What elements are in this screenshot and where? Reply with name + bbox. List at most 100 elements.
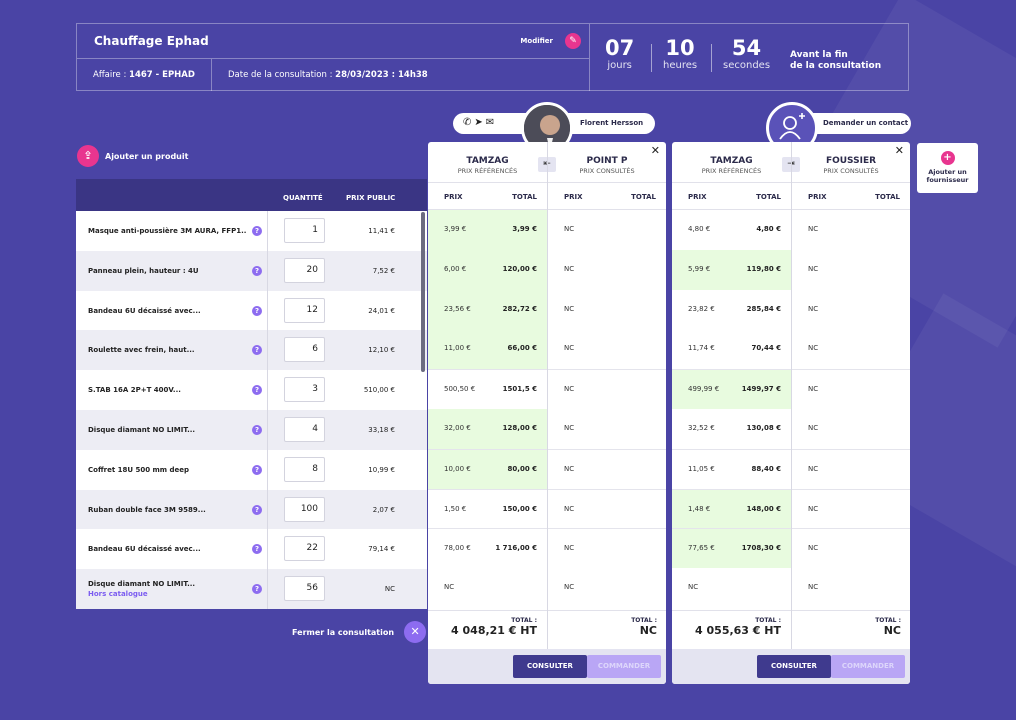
modify-link[interactable]: Modifier: [520, 37, 553, 45]
quantity-input[interactable]: 6: [284, 337, 325, 363]
timer-days-unit: jours: [607, 60, 632, 71]
info-icon[interactable]: ?: [252, 544, 262, 555]
order-button[interactable]: COMMANDER: [587, 655, 661, 678]
quantity-input[interactable]: 12: [284, 297, 325, 323]
quantity-input[interactable]: 3: [284, 377, 325, 403]
supplier-total: TOTAL : NC: [548, 610, 666, 649]
price-row: 1,48 € 148,00 €: [672, 488, 791, 529]
affaire-info: Affaire : 1467 - EPHAD: [93, 70, 195, 80]
total-value: NC: [639, 624, 657, 637]
supplier-column-header: TAMZAG PRIX RÉFÉRENCÉS: [672, 142, 791, 182]
table-row: Ruban double face 3M 9589...? 100 2,07 €: [76, 489, 427, 530]
unit-price: 11,00 €: [444, 344, 471, 353]
contact-bar-supplier-2[interactable]: Demander un contact: [793, 113, 911, 134]
unit-price: 78,00 €: [444, 544, 471, 553]
supplier-name: FOUSSIER: [825, 156, 877, 166]
page-title: Chauffage Ephad: [94, 34, 209, 48]
contact-icons[interactable]: ✆➤✉: [463, 117, 498, 128]
table-scrollbar[interactable]: [421, 212, 425, 372]
header-info-row: Affaire : 1467 - EPHAD Date de la consul…: [77, 59, 589, 91]
products-table-body: Masque anti-poussière 3M AURA, FFP1...? 1…: [76, 211, 427, 609]
quantity-input[interactable]: 8: [284, 456, 325, 482]
close-icon[interactable]: ✕: [894, 144, 904, 157]
supplier-name: POINT P: [586, 156, 628, 166]
quantity-input[interactable]: 56: [284, 576, 325, 602]
timer-label-line2: de la consultation: [790, 61, 882, 71]
date-label: Date de la consultation :: [228, 70, 336, 80]
table-row: Panneau plein, hauteur : 4U? 20 7,52 €: [76, 250, 427, 291]
line-total: 282,72 €: [502, 304, 537, 313]
price-row: NC: [792, 568, 910, 608]
supplier-column-consulted: POINT P PRIX CONSULTÉS PRIX TOTAL NC NC NC NC NC…: [547, 142, 666, 649]
info-icon[interactable]: ?: [252, 265, 262, 276]
consult-button[interactable]: CONSULTER: [757, 655, 831, 678]
public-price: 11,41 €: [368, 227, 395, 235]
info-icon[interactable]: ?: [252, 226, 262, 236]
line-total: 285,84 €: [746, 304, 781, 313]
pencil-icon[interactable]: ✎: [565, 33, 581, 49]
unit-price: 1,48 €: [688, 504, 711, 513]
product-name-text: Roulette avec frein, haut...: [88, 346, 195, 355]
public-price: 79,14 €: [368, 545, 395, 554]
info-icon[interactable]: ?: [252, 464, 262, 475]
unit-price: 1,50 €: [444, 504, 467, 513]
total-value: NC: [883, 624, 901, 637]
add-supplier-button[interactable]: + Ajouter un fournisseur: [917, 143, 978, 193]
unit-price: 11,74 €: [688, 344, 715, 353]
info-icon[interactable]: ?: [252, 504, 262, 515]
quantity-input[interactable]: 100: [284, 496, 325, 522]
consult-button[interactable]: CONSULTER: [513, 655, 587, 678]
unit-price: NC: [564, 304, 575, 313]
contact-name: Florent Hersson: [580, 119, 644, 127]
product-name: Bandeau 6U décaissé avec...: [88, 545, 246, 553]
timer-seconds-value: 54: [731, 36, 762, 60]
info-icon[interactable]: ?: [252, 345, 262, 356]
supplier-total: TOTAL :4 055,63 € HT: [672, 610, 791, 649]
product-name: Roulette avec frein, haut...: [88, 346, 246, 354]
info-icon[interactable]: ?: [252, 305, 262, 316]
divider: [651, 44, 652, 72]
info-icon[interactable]: ?: [252, 584, 262, 595]
divider: [267, 489, 268, 530]
line-total: 1499,97 €: [741, 385, 781, 394]
unit-price: 499,99 €: [688, 385, 720, 394]
column-header-public-price: PRIX PUBLIC: [346, 194, 396, 202]
price-row: NC: [792, 290, 910, 330]
product-name-text: Coffret 18U 500 mm deep: [88, 465, 190, 474]
price-row: 1,50 € 150,00 €: [428, 488, 547, 529]
info-icon[interactable]: ?: [252, 385, 262, 396]
unit-price: 4,80 €: [688, 225, 711, 233]
quantity-input[interactable]: 20: [284, 257, 325, 283]
unit-price: NC: [808, 264, 819, 273]
column-header-total: TOTAL: [756, 193, 781, 201]
divider: [267, 250, 268, 291]
unit-price: NC: [808, 464, 819, 473]
quantity-input[interactable]: 1: [284, 218, 325, 243]
price-row: NC: [548, 290, 666, 330]
supplier-total: TOTAL : NC: [792, 610, 910, 649]
quantity-input[interactable]: 4: [284, 416, 325, 442]
public-price: 12,10 €: [368, 346, 395, 355]
close-consultation-button[interactable]: Fermer la consultation ✕: [292, 621, 427, 643]
product-name-text: Masque anti-poussière 3M AURA, FFP1...: [88, 227, 246, 235]
unit-price: 6,00 €: [444, 264, 467, 273]
unit-price: NC: [564, 504, 575, 513]
column-header-total: TOTAL: [875, 193, 900, 201]
add-product-button[interactable]: ⇪ Ajouter un produit: [77, 145, 188, 167]
supplier-column-header: FOUSSIER PRIX CONSULTÉS: [792, 142, 910, 182]
divider: [267, 370, 268, 410]
table-row: Roulette avec frein, haut...? 6 12,10 €: [76, 330, 427, 371]
close-icon: ✕: [404, 621, 427, 643]
unit-price: 11,05 €: [688, 464, 715, 473]
price-row: 32,52 € 130,08 €: [672, 409, 791, 449]
product-name-text: Panneau plein, hauteur : 4U: [88, 266, 199, 275]
unit-price: NC: [564, 423, 575, 432]
timer-seconds: 54 secondes: [723, 36, 770, 71]
order-button[interactable]: COMMANDER: [831, 655, 905, 678]
product-name: Ruban double face 3M 9589...: [88, 506, 246, 514]
quantity-input[interactable]: 22: [284, 536, 325, 562]
close-icon[interactable]: ✕: [650, 144, 660, 157]
info-icon[interactable]: ?: [252, 424, 262, 435]
plus-icon: +: [940, 151, 955, 165]
price-row: NC: [548, 329, 666, 369]
